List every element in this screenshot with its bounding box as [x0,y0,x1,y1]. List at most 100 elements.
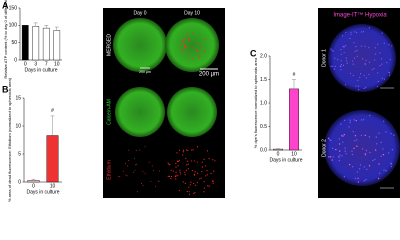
dot [340,134,343,137]
dot [332,50,334,52]
dot [344,147,346,149]
dot [331,49,333,51]
dot [382,148,384,150]
dot [338,138,341,140]
dot [379,64,381,67]
dot [136,163,138,165]
dot [381,63,383,65]
dot [148,161,150,163]
spheroid [167,87,217,137]
dot [199,178,201,180]
dot [197,172,199,174]
bar [273,148,284,151]
dot [383,78,386,80]
dot [374,47,376,49]
dot [344,84,347,86]
dot [193,182,195,185]
dot [200,177,202,179]
dot [334,57,336,60]
dot [353,57,356,59]
row-label: MERGED [106,34,112,56]
dot [355,46,357,48]
dot [332,156,335,158]
dot [345,57,347,59]
dot [142,184,144,186]
dot [179,171,181,173]
dot [390,165,393,168]
dot [206,170,208,172]
dot [187,168,189,170]
dot [180,44,182,47]
dot [340,123,342,125]
dot [181,49,183,52]
dot [187,45,189,48]
panel-label: C [250,48,257,58]
dot [127,165,129,167]
x-tick-label: 10 [50,183,56,189]
figure: Day 0 Day 10 MERGED Calcein-AM Ethidium … [2,0,400,202]
dot [391,45,393,47]
dot [186,160,188,162]
dot [340,63,343,66]
dot [337,58,339,61]
dot [360,31,363,33]
dot [208,157,210,160]
dot [150,180,152,182]
y-tick-label: 2.0 [260,53,267,59]
spheroid [328,24,396,92]
dot [383,42,385,44]
dot [382,153,385,156]
dot [205,165,207,167]
dot [338,156,340,159]
dot [382,120,385,122]
dot [343,119,346,122]
dot [188,57,190,59]
dot [355,139,358,141]
dot [167,175,169,177]
dot [343,51,345,54]
dot [331,147,334,150]
scale-label: 200 µm [199,72,219,78]
dot [357,79,359,81]
dot [207,185,209,187]
dot [351,153,354,156]
dot [375,136,378,138]
dot [365,86,367,88]
dot [341,155,343,157]
dot [188,191,190,193]
dot [346,62,348,64]
dot [385,170,387,172]
dot [205,175,207,177]
dot [340,69,342,71]
bar [53,30,61,61]
dot [194,171,196,173]
dot [152,170,154,172]
dot [328,156,330,158]
dot [381,77,384,80]
dot [210,172,212,175]
dot [180,173,182,175]
dot [352,60,354,62]
dot [327,137,330,139]
dot [343,176,346,178]
bar [32,26,40,61]
dot [191,170,193,172]
dot [191,149,193,151]
dot [139,149,141,151]
dot [340,66,342,68]
y-tick-label: 100 [9,23,18,29]
dot [352,130,354,133]
dot [363,87,365,90]
error-bar [292,79,296,89]
dot [364,154,367,156]
dot [388,71,390,73]
dot [365,178,367,181]
dot [159,170,161,172]
dot [185,149,188,151]
dot [158,181,160,183]
donor-label: Donor 1 [321,49,327,67]
dot [330,65,332,67]
dot [353,140,356,142]
error-bar [33,22,38,27]
dot [342,64,345,67]
